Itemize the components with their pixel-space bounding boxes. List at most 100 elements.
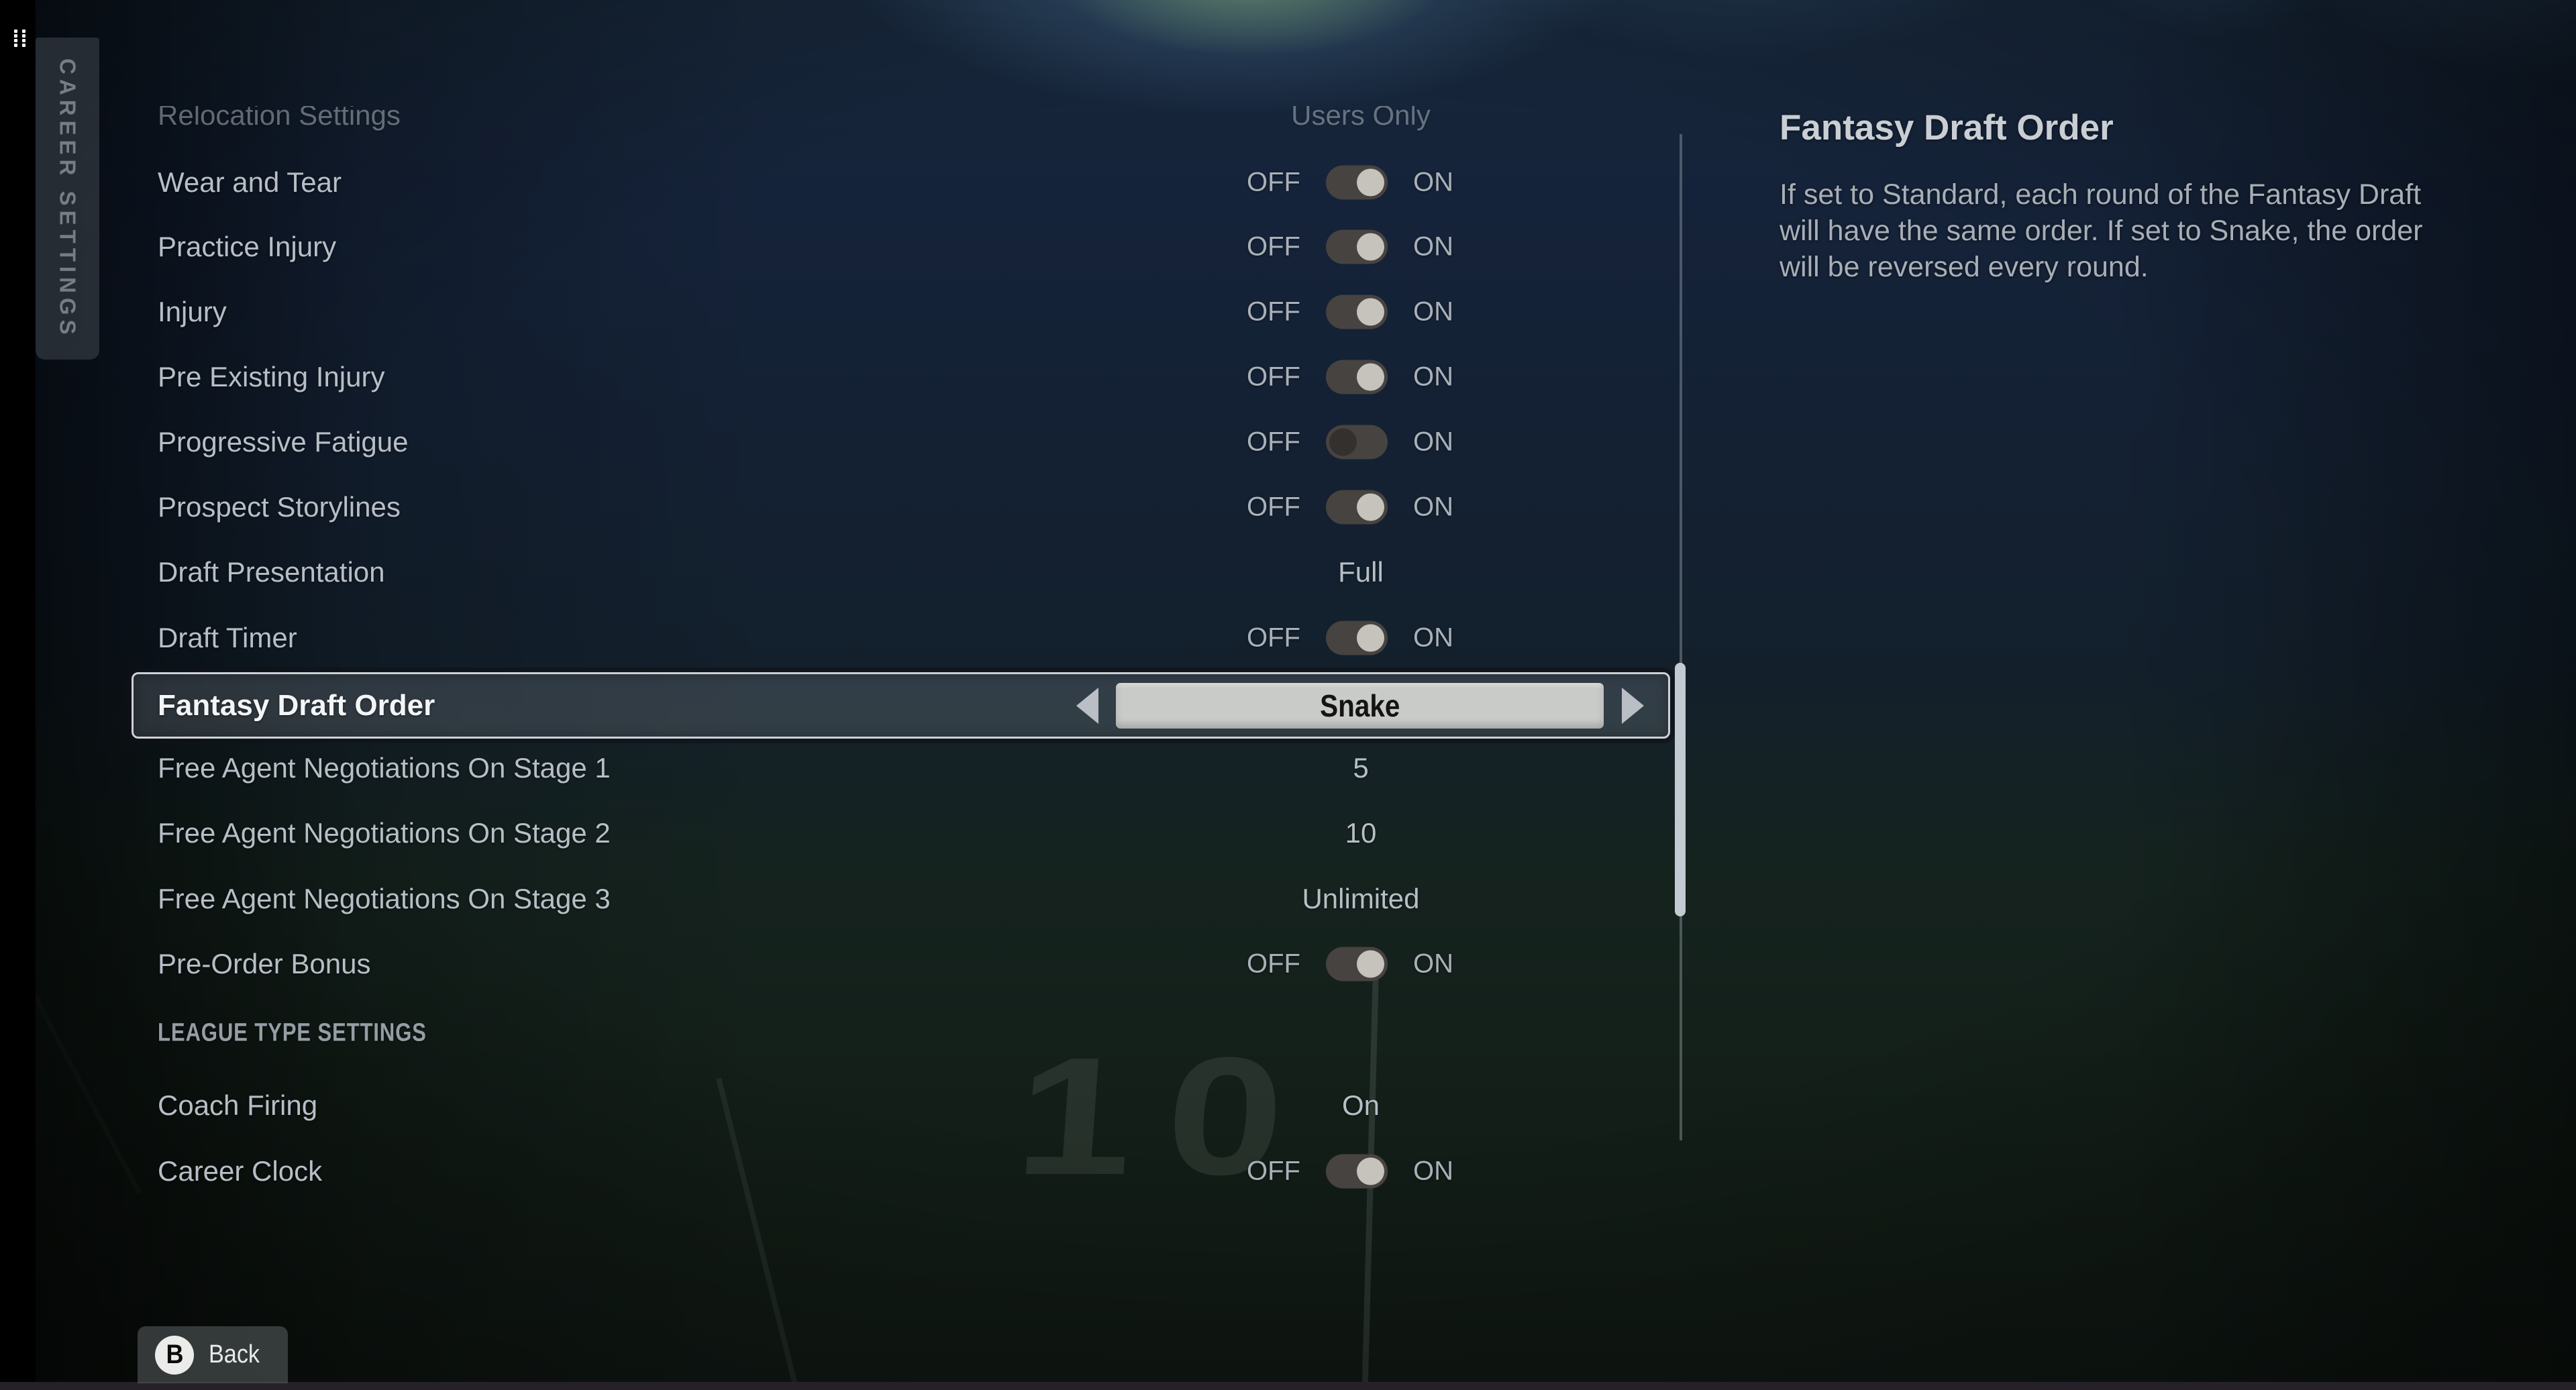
section-header-league-type-settings: LEAGUE TYPE SETTINGS [158, 1018, 427, 1047]
setting-label: Coach Firing [158, 1089, 318, 1121]
toggle-track[interactable] [1325, 621, 1388, 655]
career-settings-tab[interactable]: CAREER SETTINGS [36, 38, 99, 360]
grid-dots-icon [14, 30, 25, 47]
toggle-off-label: OFF [1247, 492, 1300, 522]
setting-label: Draft Timer [158, 622, 297, 653]
toggle-knob [1356, 298, 1384, 326]
scrollbar-track[interactable] [1680, 134, 1682, 1140]
scrolled-out-row-clip: Relocation Settings Users Only [36, 106, 1704, 137]
toggle-off-label: OFF [1247, 362, 1300, 392]
back-button-label: Back [209, 1340, 260, 1369]
toggle-switch[interactable]: OFF ON [1247, 490, 1453, 525]
setting-label: Pre-Order Bonus [158, 948, 371, 979]
toggle-switch[interactable]: OFF ON [1247, 621, 1453, 655]
setting-row-career-clock[interactable]: Career Clock OFF ON [36, 1139, 1704, 1204]
setting-row-pre-order-bonus[interactable]: Pre-Order Bonus OFF ON [36, 932, 1704, 996]
toggle-switch[interactable]: OFF ON [1247, 165, 1453, 200]
toggle-track[interactable] [1325, 229, 1388, 264]
toggle-knob [1329, 428, 1357, 456]
toggle-switch[interactable]: OFF ON [1247, 1154, 1453, 1189]
setting-row-draft-presentation[interactable]: Draft Presentation Full [36, 540, 1704, 604]
toggle-on-label: ON [1412, 297, 1453, 327]
toggle-switch[interactable]: OFF ON [1247, 360, 1453, 394]
setting-label: Free Agent Negotiations On Stage 1 [158, 752, 611, 784]
toggle-off-label: OFF [1247, 297, 1300, 327]
scrollbar-thumb[interactable] [1675, 663, 1686, 916]
setting-value: 5 [1353, 752, 1369, 784]
setting-label: Relocation Settings [158, 106, 401, 131]
toggle-on-label: ON [1412, 949, 1453, 979]
setting-label: Pre Existing Injury [158, 361, 385, 392]
toggle-off-label: OFF [1247, 167, 1300, 197]
setting-label: Career Clock [158, 1155, 323, 1187]
option-value-box[interactable]: Snake [1116, 682, 1604, 729]
setting-row-practice-injury[interactable]: Practice Injury OFF ON [36, 215, 1704, 279]
setting-label: Free Agent Negotiations On Stage 2 [158, 817, 611, 849]
setting-row-free-agent-negotiations-on-stage-3[interactable]: Free Agent Negotiations On Stage 3 Unlimi… [36, 867, 1704, 931]
toggle-track[interactable] [1325, 165, 1388, 200]
toggle-knob [1356, 950, 1384, 978]
career-settings-tab-label: CAREER SETTINGS [55, 58, 81, 339]
setting-row-free-agent-negotiations-on-stage-2[interactable]: Free Agent Negotiations On Stage 2 10 [36, 801, 1704, 865]
toggle-on-label: ON [1412, 231, 1453, 262]
setting-row-pre-existing-injury[interactable]: Pre Existing Injury OFF ON [36, 345, 1704, 409]
toggle-on-label: ON [1412, 492, 1453, 522]
setting-row-coach-firing[interactable]: Coach Firing On [36, 1073, 1704, 1138]
setting-value: Unlimited [1302, 883, 1420, 914]
setting-label: Wear and Tear [158, 166, 342, 198]
setting-label: Free Agent Negotiations On Stage 3 [158, 883, 611, 914]
toggle-track[interactable] [1325, 490, 1388, 525]
setting-row-wear-and-tear[interactable]: Wear and Tear OFF ON [36, 150, 1704, 215]
setting-label: Practice Injury [158, 231, 337, 262]
toggle-switch[interactable]: OFF ON [1247, 229, 1453, 264]
setting-row-league-type-settings: LEAGUE TYPE SETTINGS [36, 1001, 1704, 1065]
setting-row-prospect-storylines[interactable]: Prospect Storylines OFF ON [36, 475, 1704, 539]
setting-label: Injury [158, 296, 227, 327]
setting-row-injury[interactable]: Injury OFF ON [36, 280, 1704, 344]
next-option-arrow[interactable] [1622, 687, 1644, 724]
info-panel-description: If set to Standard, each round of the Fa… [1780, 178, 2423, 283]
toggle-track[interactable] [1325, 947, 1388, 981]
prev-option-arrow[interactable] [1076, 687, 1098, 724]
info-panel-title: Fantasy Draft Order [1780, 108, 2114, 148]
option-value: Snake [1319, 688, 1400, 723]
toggle-on-label: ON [1412, 362, 1453, 392]
toggle-off-label: OFF [1247, 623, 1300, 653]
toggle-on-label: ON [1412, 167, 1453, 197]
setting-value: Users Only [1291, 106, 1431, 131]
back-button[interactable]: B Back [138, 1326, 288, 1383]
toggle-off-label: OFF [1247, 1156, 1300, 1186]
b-button-icon: B [155, 1335, 194, 1375]
setting-label: Fantasy Draft Order [158, 688, 435, 722]
toggle-knob [1356, 168, 1384, 197]
toggle-on-label: ON [1412, 427, 1453, 457]
toggle-switch[interactable]: OFF ON [1247, 425, 1453, 460]
setting-row-relocation-settings[interactable]: Relocation Settings Users Only [36, 106, 1704, 137]
toggle-track[interactable] [1325, 425, 1388, 460]
toggle-track[interactable] [1325, 295, 1388, 329]
toggle-knob [1356, 493, 1384, 521]
setting-value: On [1341, 1089, 1380, 1121]
setting-value: Full [1338, 556, 1384, 588]
toggle-switch[interactable]: OFF ON [1247, 947, 1453, 981]
toggle-knob [1356, 624, 1384, 652]
bottom-letterbox-bar [0, 1382, 2576, 1390]
setting-value: 10 [1345, 817, 1377, 849]
setting-label: Prospect Storylines [158, 491, 401, 523]
toggle-off-label: OFF [1247, 231, 1300, 262]
left-letterbox-bar [0, 0, 36, 1390]
settings-list: Wear and Tear OFF ON Practice Injury OFF ON In… [36, 0, 1713, 1390]
info-panel: Fantasy Draft Order If set to Standard, … [1780, 107, 2430, 285]
setting-label: Draft Presentation [158, 556, 385, 588]
toggle-knob [1356, 1157, 1384, 1185]
toggle-track[interactable] [1325, 1154, 1388, 1189]
setting-row-fantasy-draft-order[interactable]: Fantasy Draft Order Snake [132, 672, 1670, 739]
toggle-off-label: OFF [1247, 949, 1300, 979]
toggle-switch[interactable]: OFF ON [1247, 295, 1453, 329]
toggle-track[interactable] [1325, 360, 1388, 394]
setting-row-draft-timer[interactable]: Draft Timer OFF ON [36, 606, 1704, 670]
setting-row-progressive-fatigue[interactable]: Progressive Fatigue OFF ON [36, 410, 1704, 474]
toggle-on-label: ON [1412, 1156, 1453, 1186]
setting-row-free-agent-negotiations-on-stage-1[interactable]: Free Agent Negotiations On Stage 1 5 [36, 736, 1704, 800]
